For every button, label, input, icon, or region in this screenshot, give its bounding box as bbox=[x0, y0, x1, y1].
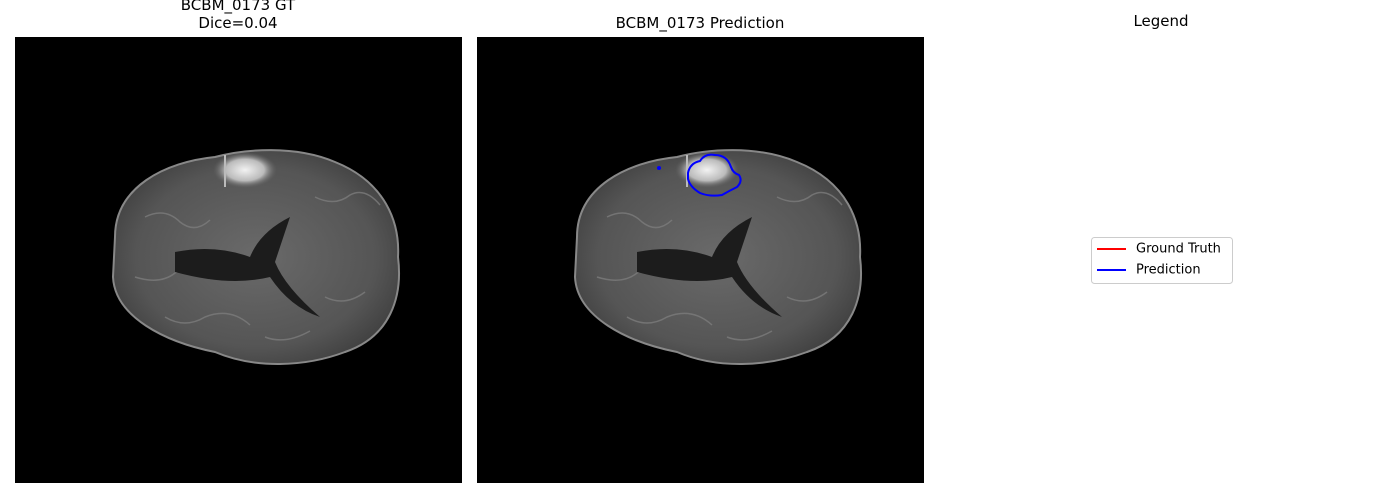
panel-title: BCBM_0173 GT bbox=[181, 0, 296, 15]
legend-label: Ground Truth bbox=[1136, 242, 1221, 257]
prediction-image bbox=[476, 36, 925, 484]
legend-label: Prediction bbox=[1136, 263, 1201, 278]
legend-box bbox=[1091, 237, 1233, 284]
gt-image bbox=[14, 36, 463, 484]
prediction-spot bbox=[657, 166, 661, 170]
panel-title: BCBM_0173 Prediction bbox=[616, 14, 785, 33]
prediction-contour bbox=[687, 153, 742, 197]
panel-subtitle: Dice=0.04 bbox=[198, 14, 277, 32]
legend-title: Legend bbox=[1133, 12, 1188, 30]
